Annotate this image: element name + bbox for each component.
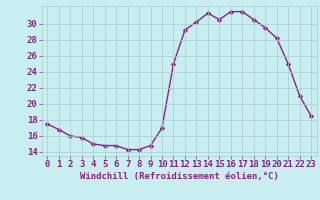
X-axis label: Windchill (Refroidissement éolien,°C): Windchill (Refroidissement éolien,°C) — [80, 172, 279, 181]
